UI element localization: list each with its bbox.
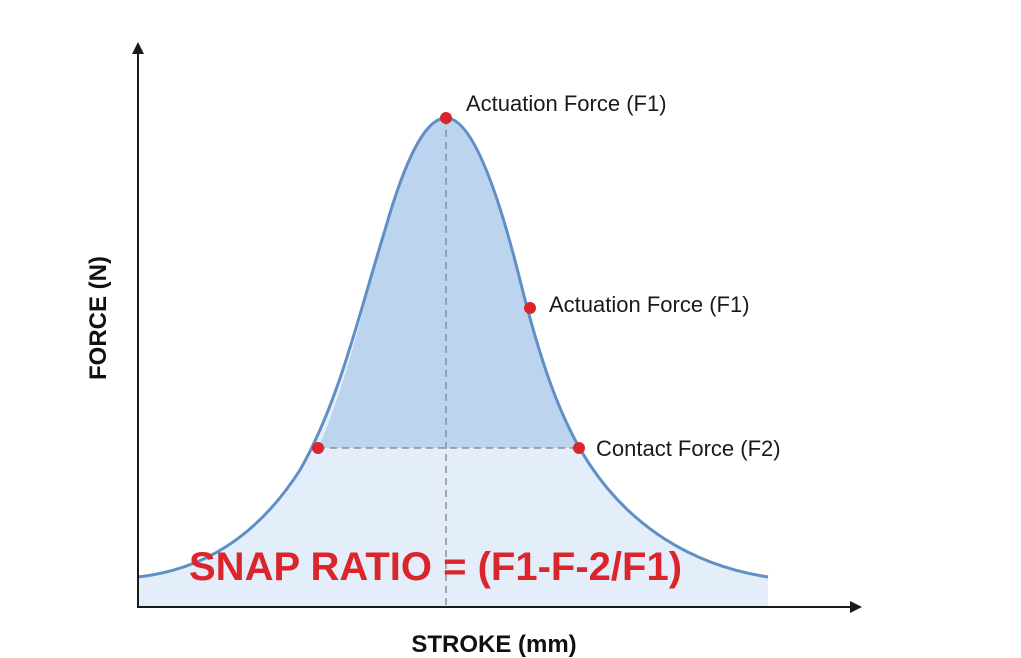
snap-ratio-formula: SNAP RATIO = (F1-F-2/F1) [189,545,682,589]
curve-upper-fill [318,118,579,448]
y-axis-label: FORCE (N) [85,256,112,380]
peak-label: Actuation Force (F1) [466,91,667,116]
mid-marker [524,302,536,314]
x-axis-label: STROKE (mm) [411,631,576,658]
contact-label: Contact Force (F2) [596,436,781,461]
peak-marker [440,112,452,124]
mid-label: Actuation Force (F1) [549,292,750,317]
contact-right-marker [573,442,585,454]
contact-left-marker [312,442,324,454]
